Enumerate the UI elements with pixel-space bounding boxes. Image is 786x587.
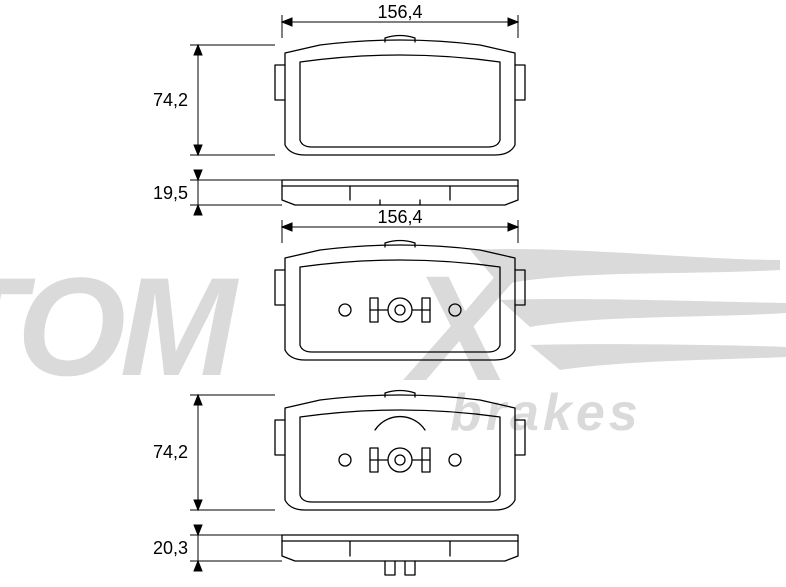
dim-height-top: 74,2 (153, 45, 275, 155)
dim-height-bottom: 74,2 (153, 395, 275, 510)
watermark: TOM X brakes (0, 244, 786, 442)
plate-bottom-side (282, 535, 518, 575)
svg-text:brakes: brakes (450, 384, 642, 442)
dim-label-width-mid: 156,4 (377, 207, 422, 227)
dim-label-height-top: 74,2 (153, 90, 188, 110)
dim-width-top: 156,4 (282, 2, 518, 38)
pad-top-outer (275, 36, 525, 156)
dim-label-height-bottom: 74,2 (153, 442, 188, 462)
dim-label-thickness-top: 19,5 (153, 183, 188, 203)
svg-text:TOM: TOM (0, 248, 240, 405)
dim-label-thickness-bottom: 20,3 (153, 538, 188, 558)
dim-thickness-bottom: 20,3 (153, 525, 282, 571)
dim-thickness-top: 19,5 (153, 170, 282, 215)
dim-label-width-top: 156,4 (377, 2, 422, 22)
plate-top-side (282, 180, 518, 205)
dim-width-mid: 156,4 (282, 207, 518, 243)
